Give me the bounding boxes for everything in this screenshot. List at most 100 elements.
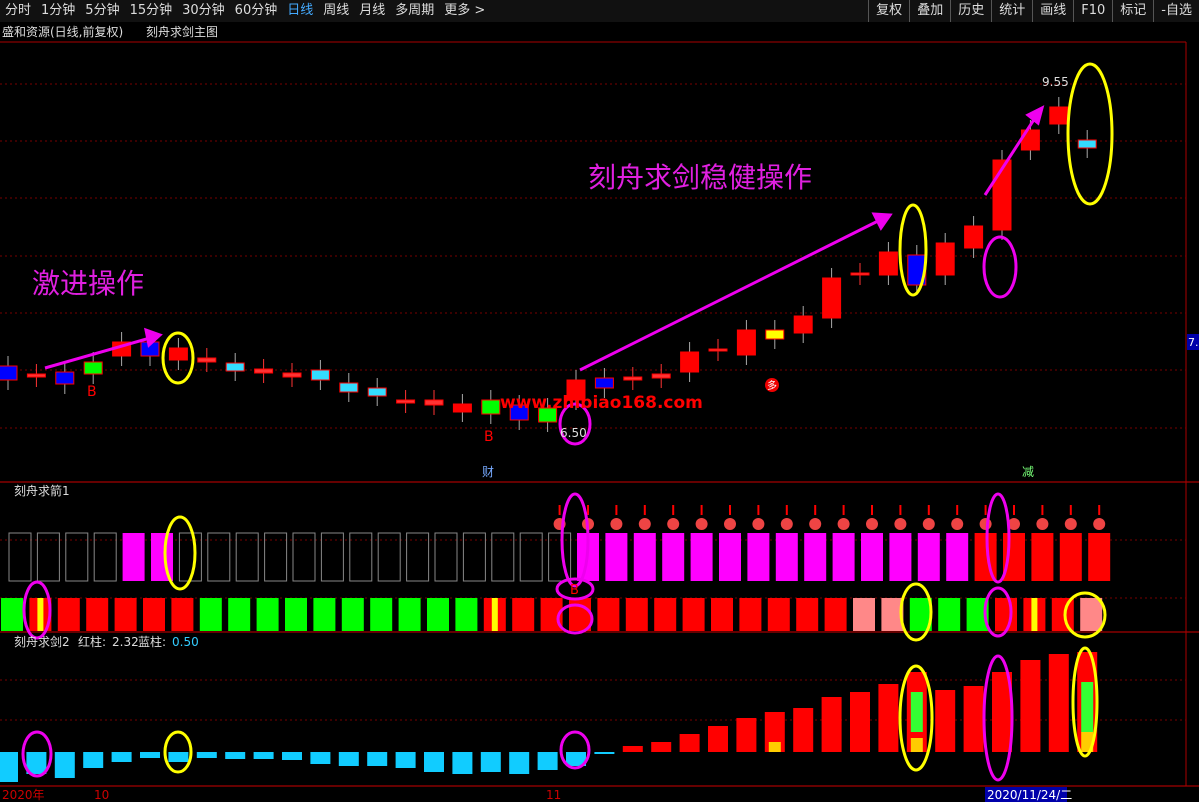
histogram-bar [338, 752, 359, 766]
buy-mark: B [87, 384, 97, 400]
signal-box [292, 532, 316, 582]
signal-ball [951, 518, 964, 530]
toolbar-button[interactable]: 15分钟 [129, 3, 173, 18]
toolbar-button[interactable]: 周线 [323, 3, 350, 18]
candle-body [736, 329, 756, 356]
state-block [995, 598, 1017, 631]
buy-mark: B [484, 429, 494, 445]
candle-body [822, 277, 842, 319]
signal-box [917, 533, 940, 581]
candle-body [168, 347, 188, 361]
signal-box [122, 533, 145, 581]
signal-box [775, 533, 798, 581]
signal-ball [638, 518, 651, 530]
legend-label: 红柱: [78, 634, 106, 649]
histogram-bar [736, 718, 757, 752]
toolbar-bg [0, 0, 1199, 22]
toolbar-button[interactable]: 分时 [5, 3, 32, 18]
histogram-bar [196, 752, 217, 758]
candle-body [367, 387, 387, 397]
state-block [597, 598, 620, 631]
signal-box [462, 532, 486, 582]
histogram-bar [225, 752, 246, 759]
toolbar-left: 分时 1分钟 5分钟 15分钟 30分钟 60分钟 日线 周线 月线 多周期 更多 > [0, 0, 490, 22]
toolbar-button[interactable]: F10 [1073, 0, 1112, 22]
histogram-bar [1048, 654, 1069, 752]
candle-body [793, 315, 813, 334]
state-block [796, 598, 819, 631]
toolbar-button[interactable]: 标记 [1112, 0, 1153, 22]
signal-ball [695, 518, 708, 530]
histogram-bar [282, 752, 302, 760]
candle-body [481, 399, 501, 415]
toolbar-button[interactable]: 叠加 [909, 0, 950, 22]
toolbar-button[interactable]: 月线 [359, 3, 386, 18]
histogram-bar [963, 686, 984, 752]
histogram-bar [708, 726, 728, 752]
toolbar-button[interactable]: 统计 [991, 0, 1032, 22]
signal-box [662, 533, 685, 581]
histogram-bar [594, 752, 615, 754]
toolbar-right: 复权 叠加 历史 统计 画线 F10 标记 -自选 [868, 0, 1199, 22]
state-stripe [491, 598, 498, 631]
histogram-bar [54, 752, 75, 778]
toolbar-button[interactable]: 日线 [287, 3, 314, 18]
state-block [1051, 598, 1074, 631]
signal-box [1088, 533, 1111, 581]
signal-box [93, 532, 117, 582]
state-block [455, 598, 478, 631]
candle-body [623, 376, 643, 381]
state-block [1080, 598, 1103, 631]
watermark: www.zhibiao168.com [500, 393, 703, 413]
state-block [341, 598, 364, 631]
signal-box [151, 533, 173, 581]
signal-ball [837, 518, 850, 530]
signal-box [719, 533, 741, 581]
toolbar-button[interactable]: 画线 [1032, 0, 1073, 22]
histogram-bar [509, 752, 530, 774]
low-label: 6.50 [560, 426, 587, 440]
candle-body [396, 399, 416, 404]
toolbar-button[interactable]: 复权 [868, 0, 909, 22]
signal-ball [979, 518, 992, 530]
legend-value: 0.50 [172, 635, 199, 649]
state-block [512, 598, 535, 631]
signal-ball [724, 518, 736, 530]
event-mark: 多 [767, 379, 777, 392]
stock-name: 盛和资源(日线,前复权) [2, 24, 123, 39]
histogram-bar [537, 752, 558, 770]
signal-ball [809, 518, 822, 530]
event-mark: 减 [1022, 465, 1034, 479]
toolbar-button[interactable]: 5分钟 [85, 3, 120, 18]
toolbar-button[interactable]: 历史 [950, 0, 991, 22]
signal-box [832, 533, 855, 581]
signal-box [8, 532, 32, 582]
x-label: 10 [94, 788, 109, 802]
histogram-bar [168, 752, 189, 762]
signal-ball [1036, 518, 1049, 530]
candle-body [1049, 106, 1069, 125]
x-label: 2020/11/24/二 [987, 788, 1072, 802]
annotation: 激进操作 [32, 267, 144, 300]
candle-body [878, 251, 898, 276]
signal-ball [780, 518, 793, 530]
state-block [398, 598, 421, 631]
toolbar-button[interactable]: 60分钟 [234, 3, 278, 18]
cursor-date-bg [985, 787, 1067, 802]
histogram-bar [140, 752, 160, 758]
state-block [654, 598, 677, 631]
toolbar-button[interactable]: 1分钟 [41, 3, 76, 18]
state-block [1, 598, 23, 631]
toolbar-button[interactable]: -自选 [1153, 0, 1199, 22]
toolbar-button[interactable]: 更多 > [444, 3, 486, 18]
state-block [114, 598, 137, 631]
toolbar-button[interactable]: 多周期 [395, 3, 435, 18]
high-label: 9.55 [1042, 75, 1069, 89]
state-block [143, 598, 165, 631]
signal-ball [752, 518, 765, 530]
highlights [21, 62, 1114, 782]
panel-title: 刻舟求箭1 [14, 483, 70, 498]
toolbar-button[interactable]: 30分钟 [182, 3, 225, 18]
indicator-name: 刻舟求剑主图 [146, 24, 218, 39]
candle-body [254, 368, 274, 374]
